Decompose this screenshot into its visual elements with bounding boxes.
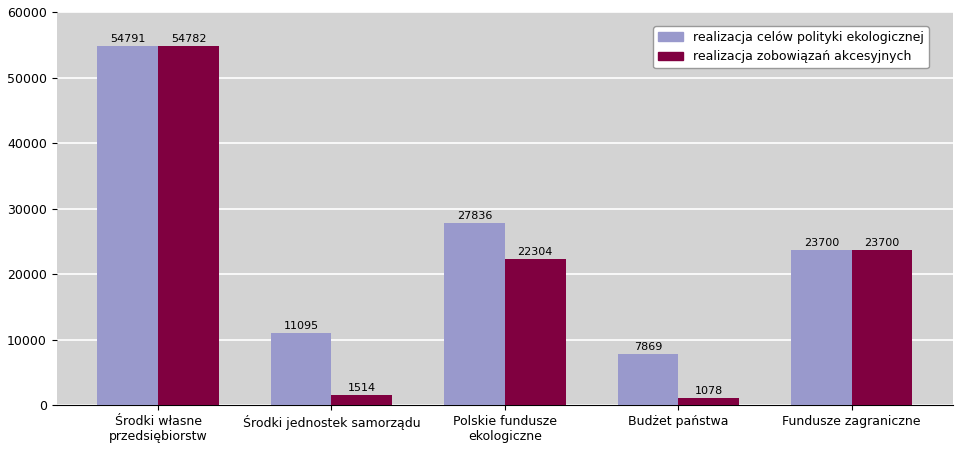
Bar — [505, 259, 565, 405]
Text: 23700: 23700 — [864, 238, 900, 248]
Text: 7869: 7869 — [634, 342, 662, 352]
Bar — [271, 333, 331, 405]
Text: 23700: 23700 — [804, 238, 839, 248]
Text: 22304: 22304 — [517, 247, 553, 257]
Text: 27836: 27836 — [457, 211, 492, 221]
Bar — [852, 250, 912, 405]
Bar — [444, 223, 505, 405]
Bar — [679, 398, 739, 405]
Bar — [97, 46, 158, 405]
Text: 1514: 1514 — [348, 383, 376, 393]
Legend: realizacja celów polityki ekologicznej, realizacja zobowiązań akcesyjnych: realizacja celów polityki ekologicznej, … — [653, 26, 929, 68]
Text: 54782: 54782 — [171, 34, 206, 44]
Bar — [617, 354, 679, 405]
Bar — [331, 396, 393, 405]
Text: 11095: 11095 — [283, 320, 319, 331]
Bar — [791, 250, 852, 405]
Bar — [158, 46, 219, 405]
Text: 54791: 54791 — [110, 34, 146, 44]
Text: 1078: 1078 — [694, 386, 723, 396]
